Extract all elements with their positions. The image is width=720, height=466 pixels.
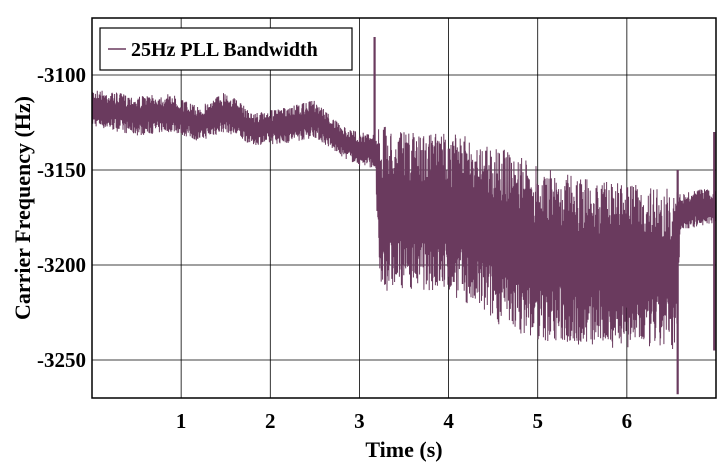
series-trace <box>91 37 717 395</box>
series-line <box>91 88 717 350</box>
y-tick-label: -3200 <box>37 253 86 277</box>
x-tick-label: 2 <box>265 409 276 433</box>
x-tick-label: 6 <box>622 409 633 433</box>
axis-ticks: 1 2 3 4 5 6 -3100 -3150 -3200 -3250 <box>37 63 632 433</box>
x-tick-label: 1 <box>176 409 187 433</box>
y-axis-label: Carrier Frequency (Hz) <box>10 96 35 320</box>
x-tick-label: 3 <box>354 409 365 433</box>
y-tick-label: -3100 <box>37 63 86 87</box>
plot-frame <box>91 17 717 399</box>
legend: 25Hz PLL Bandwidth <box>99 27 353 71</box>
y-tick-label: -3250 <box>37 348 86 372</box>
x-tick-label: 4 <box>443 409 454 433</box>
x-tick-label: 5 <box>532 409 543 433</box>
legend-box <box>99 27 353 71</box>
legend-entry: 25Hz PLL Bandwidth <box>131 39 318 61</box>
x-axis-label: Time (s) <box>365 437 442 462</box>
y-tick-label: -3150 <box>37 158 86 182</box>
